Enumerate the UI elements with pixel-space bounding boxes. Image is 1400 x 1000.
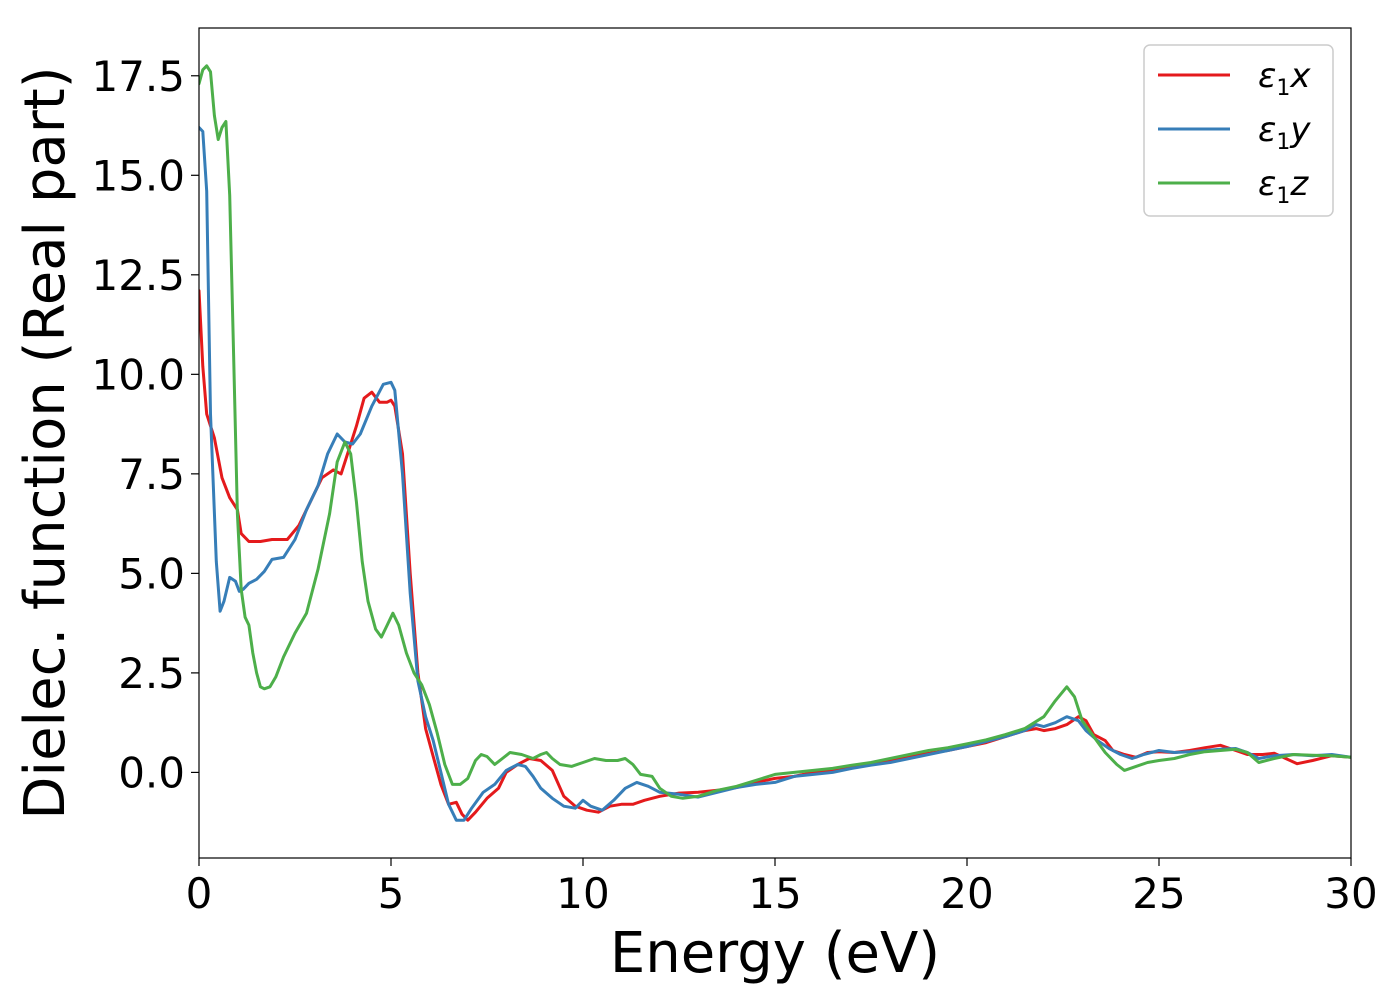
y-tick-label: 17.5 xyxy=(91,52,185,101)
lines-layer xyxy=(199,64,1351,822)
x-tick-label: 0 xyxy=(186,869,213,918)
y-axis-label: Dielec. function (Real part) xyxy=(13,66,78,819)
legend-label-x: ε1x xyxy=(1258,56,1311,101)
y-tick-label: 10.0 xyxy=(91,350,185,399)
y-tick-label: 5.0 xyxy=(118,549,185,598)
y-tick-label: 7.5 xyxy=(118,450,185,499)
legend-label-y: ε1y xyxy=(1258,110,1311,155)
x-axis-label: Energy (eV) xyxy=(610,921,940,986)
x-tick-label: 25 xyxy=(1132,869,1185,918)
x-tick-label: 30 xyxy=(1324,869,1377,918)
x-tick-label: 15 xyxy=(748,869,801,918)
y-axis-ticks: 0.0 2.5 5.0 7.5 10.0 12.5 15.0 17.5 xyxy=(91,52,199,797)
y-tick-label: 0.0 xyxy=(118,748,185,797)
y-tick-label: 2.5 xyxy=(118,649,185,698)
series-line-y xyxy=(199,126,1351,822)
legend-box xyxy=(1143,44,1334,217)
legend: ε1x ε1y ε1z xyxy=(1143,44,1334,217)
x-tick-label: 20 xyxy=(940,869,993,918)
x-tick-label: 10 xyxy=(556,869,609,918)
series-line-z xyxy=(199,64,1351,800)
y-tick-label: 15.0 xyxy=(91,151,185,200)
y-tick-label: 12.5 xyxy=(91,251,185,300)
legend-label-z: ε1z xyxy=(1258,164,1309,209)
series-line-x xyxy=(199,289,1351,822)
x-axis-ticks: 0 5 10 15 20 25 30 xyxy=(186,858,1378,918)
x-tick-label: 5 xyxy=(378,869,405,918)
